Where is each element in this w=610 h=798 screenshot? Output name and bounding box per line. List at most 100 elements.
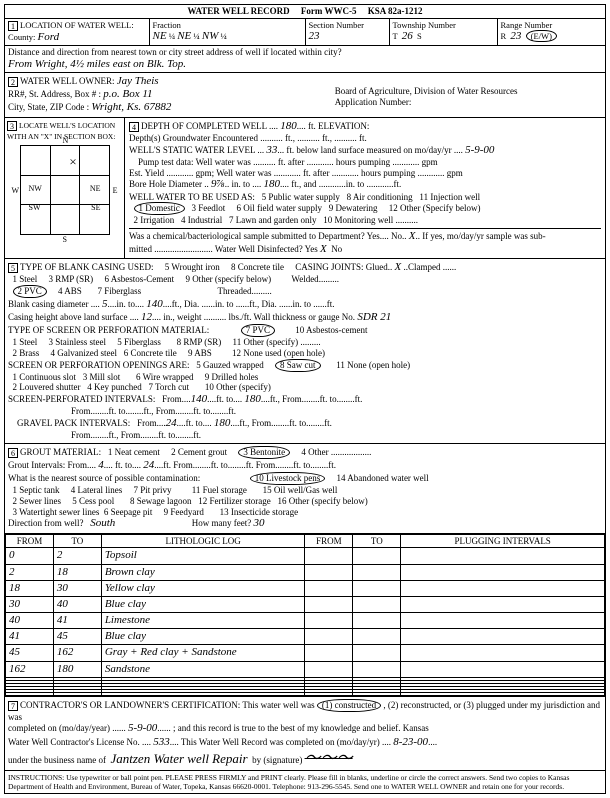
cert-title: CONTRACTOR'S OR LANDOWNER'S CERTIFICATIO…: [20, 700, 315, 710]
height: 12: [141, 311, 152, 323]
op10: 10 Other (specify): [205, 382, 271, 392]
op11: 11 None (open hole): [336, 360, 410, 370]
g3: 3 Bentonite: [238, 446, 290, 459]
form-ksa: KSA 82a-1212: [368, 6, 423, 16]
table-row: 30 40 Blue clay: [6, 596, 605, 612]
range-label: Range Number: [501, 20, 553, 30]
grout-from: 4: [98, 459, 104, 471]
frac1: NE: [153, 30, 167, 42]
signature: ～～～: [305, 750, 353, 767]
section-owner: 2WATER WELL OWNER: Jay Theis RR#, St. Ad…: [5, 73, 605, 118]
op2: 2 Louvered shutter: [13, 382, 81, 392]
static-date: 5-9-00: [465, 144, 494, 156]
static-value: 33: [266, 144, 277, 156]
section-label: Section Number: [309, 20, 364, 30]
g1: 1 Neat cement: [108, 447, 160, 457]
cert-opt1: (1) constructed: [317, 699, 381, 712]
use2: 2 Irrigation: [134, 215, 175, 225]
chem-label: Was a chemical/bacteriological sample su…: [129, 231, 406, 241]
cert-lic-label: Water Well Contractor's License No.: [8, 737, 140, 747]
c9: 9 Other (specify below): [185, 274, 271, 284]
gc15: 15 Oil well/Gas well: [263, 485, 338, 495]
chem-rest: If yes, mo/day/yr sample was sub-: [422, 231, 545, 241]
scr5: 5 Fiberglass: [117, 337, 161, 347]
grid-w: W: [12, 186, 20, 196]
grid-s: S: [63, 235, 67, 245]
op4: 4 Key punched: [87, 382, 141, 392]
g2: 2 Cement grout: [171, 447, 227, 457]
well-x-mark: ×: [69, 154, 78, 170]
frac3: NW: [202, 30, 219, 42]
gauge: SDR 21: [357, 311, 391, 323]
bore-label: Bore Hole Diameter: [129, 179, 202, 189]
sec3-title: LOCATE WELL'S LOCATION WITH AN "X" IN SE…: [7, 121, 115, 141]
owner-label: WATER WELL OWNER:: [20, 76, 114, 86]
dia-label: Blank casing diameter: [8, 299, 88, 309]
disinfect-no: No: [331, 244, 342, 254]
height-rest: in., weight .......... lbs./ft. Wall thi…: [163, 312, 355, 322]
section-casing: 5TYPE OF BLANK CASING USED: 5 Wrought ir…: [5, 259, 605, 444]
section-certification: 7CONTRACTOR'S OR LANDOWNER'S CERTIFICATI…: [5, 697, 605, 771]
cert-completed: 5-9-00: [128, 722, 157, 734]
c14: 14 Abandoned water well: [336, 473, 428, 483]
section-3-4: 3LOCATE WELL'S LOCATION WITH AN "X" IN S…: [5, 118, 605, 260]
gc2: 2 Sewer lines: [13, 496, 62, 506]
cert-by: by (signature): [252, 755, 302, 765]
c2: 2 PVC: [13, 285, 47, 298]
scr2: 2 Brass: [13, 348, 40, 358]
addr1: p.o. Box 11: [103, 88, 152, 100]
county-label: County:: [8, 32, 35, 42]
bore-rest: in. to: [231, 179, 250, 189]
screen-label: TYPE OF SCREEN OR PERFORATION MATERIAL:: [8, 325, 209, 335]
table-row: 162 180 Sandstone: [6, 661, 605, 677]
c5: 5 Wrought iron: [165, 262, 220, 272]
owner-name: Jay Theis: [117, 75, 159, 87]
range-dir: (E/W): [526, 30, 557, 42]
th-from2: FROM: [305, 534, 353, 548]
grid-nw: NW: [29, 184, 42, 194]
scr11: 11 Other (specify) .........: [233, 337, 321, 347]
c1: 1 Steel: [13, 274, 38, 284]
lithologic-log-table: FROM TO LITHOLOGIC LOG FROM TO PLUGGING …: [5, 534, 605, 696]
perf-label: SCREEN-PERFORATED INTERVALS:: [8, 394, 155, 404]
table-row: 0 2 Topsoil: [6, 548, 605, 564]
scr3: 3 Stainless steel: [49, 337, 107, 347]
cert-rest2: This Water Well Record was completed on …: [181, 737, 380, 747]
threaded: Threaded.........: [217, 286, 271, 296]
bore-value: 9⅞: [211, 178, 225, 190]
dir-label: Direction from well?: [8, 518, 83, 528]
feet-label: How many feet?: [192, 518, 251, 528]
county-value: Ford: [38, 31, 60, 43]
appno-label: Application Number:: [335, 97, 412, 107]
cert-completed-label: completed on (mo/day/year): [8, 723, 110, 733]
table-row: [6, 692, 605, 695]
township-dir: S: [417, 31, 422, 41]
depth-value: 180: [280, 120, 297, 132]
gc1: 1 Septic tank: [13, 485, 60, 495]
grid-e: E: [113, 186, 118, 196]
joints-rest: ..Clamped ......: [403, 262, 456, 272]
gc16: 16 Other (specify below): [277, 496, 367, 506]
section-log: FROM TO LITHOLOGIC LOG FROM TO PLUGGING …: [5, 534, 605, 697]
use6: 6 Oil field water supply: [237, 203, 322, 213]
distance-label: Distance and direction from nearest town…: [8, 47, 342, 57]
use10: 10 Monitoring well: [323, 215, 393, 225]
gc6: 6 Seepage pit: [104, 507, 153, 517]
use9: 9 Dewatering: [329, 203, 378, 213]
th-to: TO: [53, 534, 101, 548]
use4: 4 Industrial: [181, 215, 222, 225]
gravel-from: 24: [166, 417, 177, 429]
section-location: 1LOCATION OF WATER WELL: County: Ford Fr…: [5, 19, 605, 73]
th-lith: LITHOLOGIC LOG: [101, 534, 305, 548]
table-row: 40 41 Limestone: [6, 613, 605, 629]
c10: 10 Livestock pens: [250, 472, 326, 485]
scr12: 12 None used (open hole): [232, 348, 325, 358]
addr2-label: City, State, ZIP Code :: [8, 102, 89, 112]
township-value: 26: [402, 30, 413, 42]
form-title-row: WATER WELL RECORD Form WWC-5 KSA 82a-121…: [5, 5, 605, 19]
use5: 5 Public water supply: [262, 192, 340, 202]
cert-under: under the business name of: [8, 755, 106, 765]
scr8: 8 RMP (SR): [177, 337, 222, 347]
c8: 8 Concrete tile: [231, 262, 284, 272]
joints: CASING JOINTS: Glued..: [295, 262, 392, 272]
